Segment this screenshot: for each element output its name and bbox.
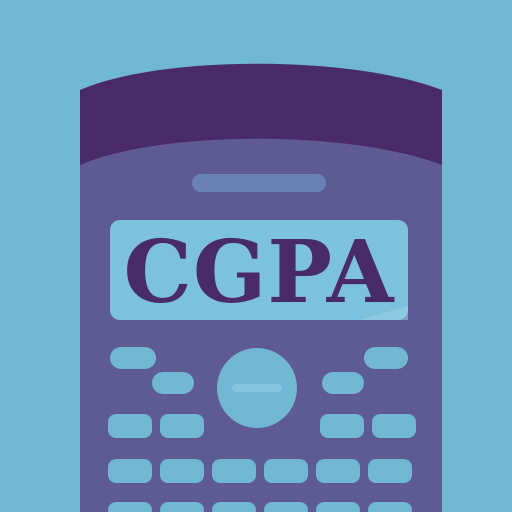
key (110, 347, 156, 369)
key (316, 459, 360, 483)
key (322, 372, 364, 394)
key (108, 414, 152, 438)
key (160, 502, 204, 512)
key (160, 414, 204, 438)
key (108, 502, 152, 512)
key (160, 459, 204, 483)
key (212, 459, 256, 483)
speaker-slot (192, 174, 326, 192)
key (372, 414, 416, 438)
key (320, 414, 364, 438)
key (316, 502, 360, 512)
key (368, 459, 412, 483)
calculator-top-band (80, 63, 442, 165)
key (368, 502, 412, 512)
key (108, 459, 152, 483)
key (264, 502, 308, 512)
dpad-center-line (232, 384, 282, 392)
key (264, 459, 308, 483)
key (212, 502, 256, 512)
key (364, 347, 408, 369)
display-highlight (360, 306, 408, 320)
display-panel (110, 220, 408, 320)
key (152, 372, 194, 394)
display-text: CGPA (123, 222, 394, 323)
